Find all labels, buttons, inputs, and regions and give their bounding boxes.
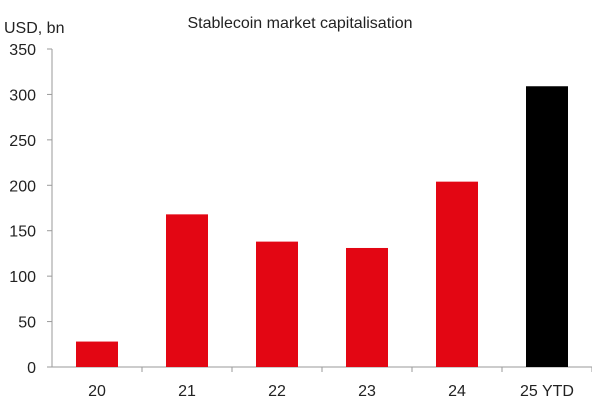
bar-20 xyxy=(76,341,118,367)
chart-title: Stablecoin market capitalisation xyxy=(187,15,412,32)
y-tick-label: 250 xyxy=(9,133,36,150)
x-tick-label: 22 xyxy=(268,383,286,400)
y-tick-label: 0 xyxy=(27,360,36,377)
y-ticks: 0 50 100 150 200 250 300 350 xyxy=(9,42,52,377)
x-tick-label: 24 xyxy=(448,383,466,400)
y-tick-label: 200 xyxy=(9,178,36,195)
x-ticks: 20 21 22 23 24 25 YTD xyxy=(88,367,592,400)
bar-25-ytd xyxy=(526,86,568,367)
y-tick-label: 300 xyxy=(9,87,36,104)
y-axis-unit-label: USD, bn xyxy=(4,20,64,37)
x-tick-label: 20 xyxy=(88,383,106,400)
x-tick-label: 25 YTD xyxy=(520,383,574,400)
y-tick-label: 100 xyxy=(9,269,36,286)
bar-23 xyxy=(346,247,388,367)
x-tick-label: 21 xyxy=(178,383,196,400)
bar-22 xyxy=(256,241,298,367)
x-tick-label: 23 xyxy=(358,383,376,400)
bars xyxy=(76,86,568,367)
y-tick-label: 150 xyxy=(9,224,36,241)
bar-21 xyxy=(166,214,208,367)
y-tick-label: 50 xyxy=(18,315,36,332)
y-tick-label: 350 xyxy=(9,42,36,59)
bar-24 xyxy=(436,181,478,367)
